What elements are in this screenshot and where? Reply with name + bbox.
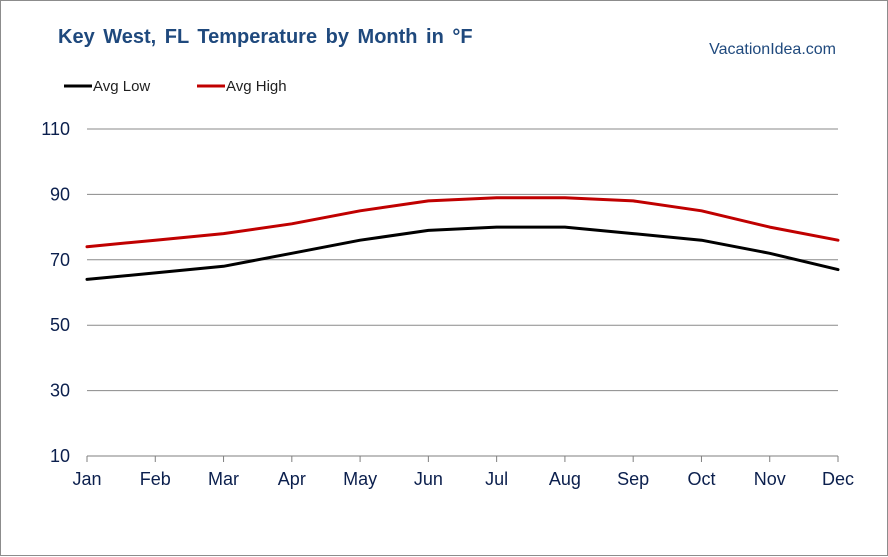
x-tick-label: Feb	[140, 469, 171, 489]
x-axis: Jan Feb Mar Apr May Jun Jul Aug Sep Oct Nov Dec	[72, 456, 854, 489]
x-tick-label: Dec	[822, 469, 854, 489]
x-tick-label: Jan	[72, 469, 101, 489]
legend-label: Avg Low	[93, 78, 150, 95]
x-tick-label: Jul	[485, 469, 508, 489]
x-tick-label: Oct	[687, 469, 715, 489]
y-tick-label: 70	[50, 250, 70, 270]
source-label: VacationIdea.com	[709, 41, 836, 58]
gridlines	[87, 128, 838, 457]
x-tick-label: May	[343, 469, 377, 489]
x-tick-label: Nov	[754, 469, 786, 489]
legend: Avg Low Avg High	[64, 78, 287, 95]
x-tick-label: Mar	[208, 469, 239, 489]
y-tick-label: 90	[50, 184, 70, 204]
x-tick-label: Jun	[414, 469, 443, 489]
series-line-avg-high	[85, 196, 840, 249]
series-lines	[85, 196, 840, 281]
chart-title: Key West, FL Temperature by Month in °F	[58, 26, 473, 48]
x-tick-label: Aug	[549, 469, 581, 489]
series-line-avg-low	[85, 225, 840, 281]
x-tick-label: Apr	[278, 469, 306, 489]
legend-label: Avg High	[226, 78, 287, 95]
y-axis: 10 30 50 70 90 110	[41, 119, 70, 466]
y-tick-label: 10	[50, 446, 70, 466]
x-tick-label: Sep	[617, 469, 649, 489]
y-tick-label: 30	[50, 381, 70, 401]
y-tick-label: 50	[50, 315, 70, 335]
y-tick-label: 110	[41, 119, 70, 139]
